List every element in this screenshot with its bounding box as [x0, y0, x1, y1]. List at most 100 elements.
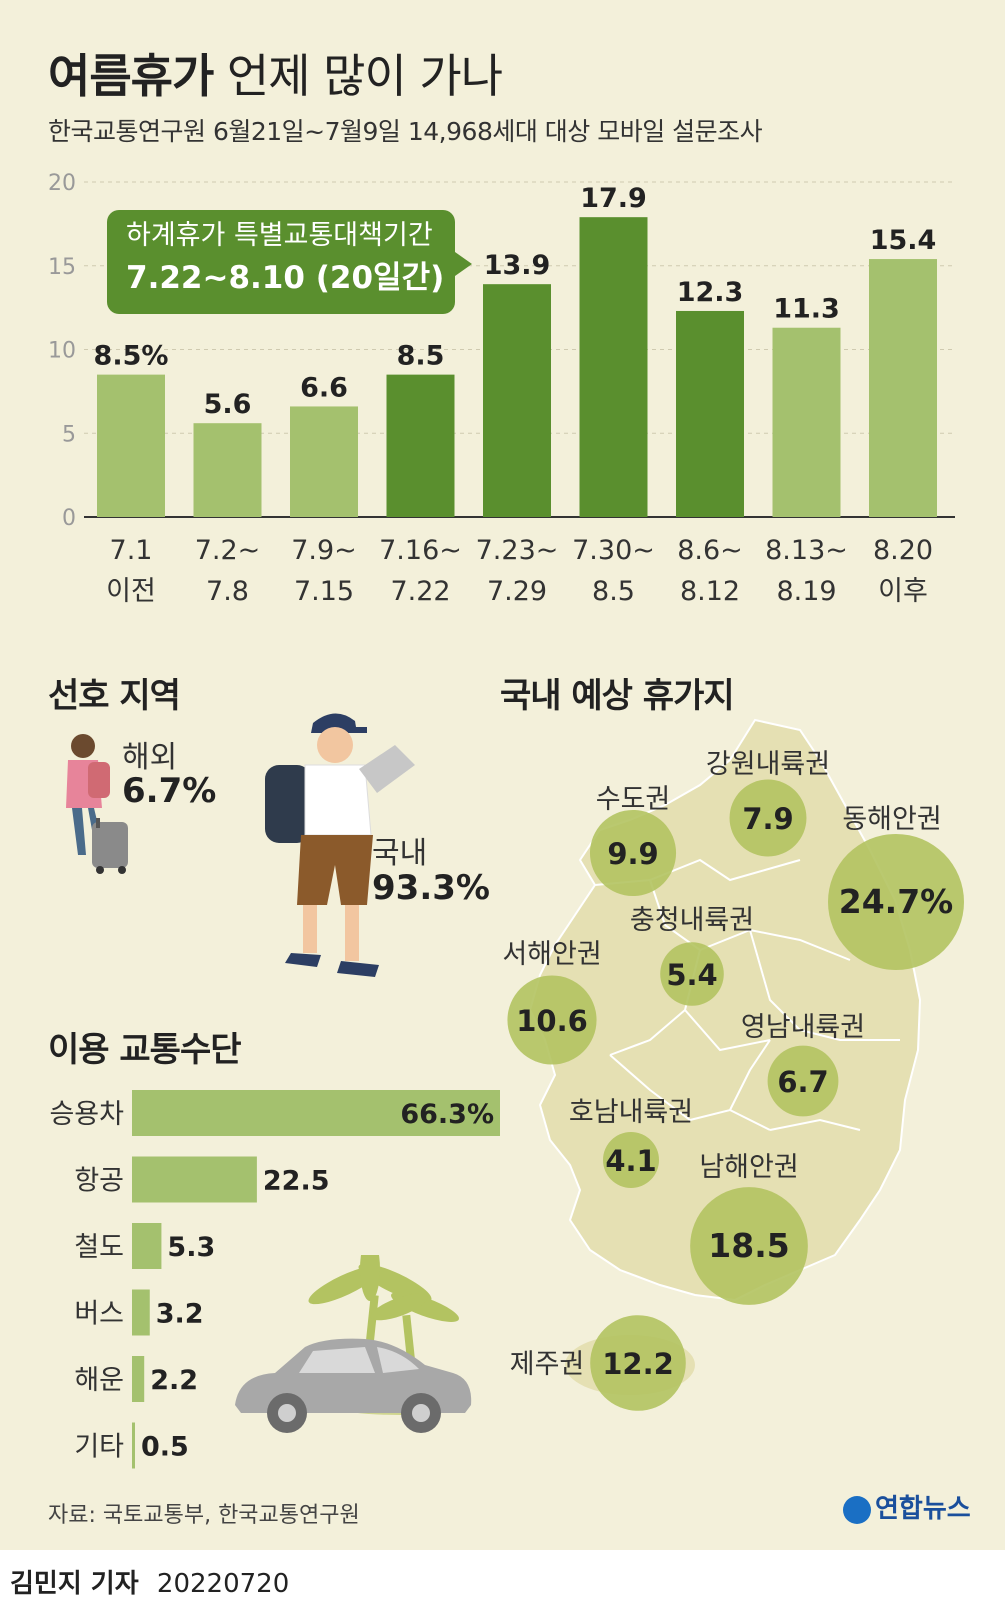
- title-bold: 여름휴가: [48, 49, 214, 103]
- region-value: 6.7: [777, 1065, 828, 1099]
- region-value: 24.7%: [839, 882, 954, 921]
- region-name: 영남내륙권: [741, 1012, 865, 1043]
- region-bubble: [729, 779, 807, 857]
- overseas-value: 6.7%: [122, 771, 217, 811]
- bar-value-label: 8.5%: [94, 341, 169, 372]
- region-bubble: [660, 942, 724, 1006]
- bar-value-label: 12.3: [677, 277, 744, 308]
- bar: [772, 327, 841, 517]
- weekly-vacation-bar-chart: 0 5 10 15 20 8.5% 5.6 6.6 8.5 13.9 17.9 12.3 11.3 15…: [48, 171, 955, 607]
- region-value: 10.6: [516, 1004, 588, 1038]
- overseas-label: 해외: [122, 740, 178, 775]
- bar: [676, 310, 744, 517]
- region-bubble: [767, 1045, 839, 1117]
- region-value: 18.5: [708, 1226, 789, 1265]
- transport-bar: [132, 1422, 135, 1469]
- region-bubble: [828, 834, 964, 970]
- source-note: 자료: 국토교통부, 한국교통연구원: [48, 1503, 360, 1528]
- bar: [290, 406, 358, 517]
- y-tick-label: 20: [48, 171, 76, 196]
- transport-value: 66.3%: [400, 1099, 494, 1130]
- bar: [483, 284, 551, 517]
- bar-value-label: 8.5: [397, 341, 445, 372]
- palm-car-illustration: [235, 1255, 472, 1433]
- transport-label: 해운: [74, 1365, 124, 1396]
- province-borders: [594, 858, 900, 1131]
- region-value: 5.4: [666, 958, 717, 992]
- korea-destination-map: 7.9 강원내륙권 9.9 수도권 24.7% 동해안권 5.4 충청내륙권 10.6 서해안권 6…: [502, 718, 964, 1411]
- region-name: 동해안권: [842, 804, 941, 835]
- callout-pointer: [455, 252, 472, 276]
- x-tick-label: 7.30~: [572, 535, 655, 566]
- callout-box: [107, 210, 455, 314]
- bar-value-label: 5.6: [204, 389, 252, 420]
- region-name: 호남내륙권: [569, 1097, 693, 1128]
- x-tick-label: 8.5: [592, 576, 635, 607]
- transport-value: 3.2: [156, 1299, 204, 1330]
- transport-bar: [132, 1289, 150, 1336]
- transport-bar-chart: 승용차 66.3% 항공 22.5 철도 5.3 버스 3.2 해운 2.2 기타 0.5: [49, 1090, 500, 1469]
- chart-x-labels: 7.1 이전 7.2~ 7.8 7.9~ 7.15 7.16~ 7.22 7.23~ 7.29 7.…: [106, 535, 933, 607]
- transport-label: 버스: [74, 1299, 124, 1330]
- bar: [97, 374, 165, 517]
- x-tick-label: 8.20: [873, 535, 933, 566]
- x-tick-label: 7.2~: [195, 535, 261, 566]
- bar: [869, 259, 937, 517]
- region-bubble: [589, 809, 677, 897]
- traveler-woman-illustration: [66, 734, 128, 874]
- region-bubble: [507, 975, 597, 1065]
- bar: [193, 423, 262, 517]
- preference-title: 선호 지역: [48, 676, 181, 716]
- bar-value-label: 11.3: [773, 294, 840, 325]
- region-name: 강원내륙권: [706, 749, 830, 780]
- region-name: 제주권: [510, 1349, 585, 1380]
- transport-value: 5.3: [167, 1232, 215, 1263]
- title-light: 언제 많이 가나: [226, 49, 503, 103]
- byline: 김민지 기자: [10, 1569, 139, 1599]
- x-tick-label: 7.9~: [291, 535, 357, 566]
- destination-title: 국내 예상 휴가지: [500, 676, 735, 716]
- x-tick-label: 7.16~: [379, 535, 462, 566]
- x-tick-label: 7.15: [294, 576, 354, 607]
- transport-label: 승용차: [49, 1099, 124, 1130]
- x-tick-label: 7.22: [390, 576, 450, 607]
- y-tick-label: 5: [62, 422, 76, 447]
- transport-value: 2.2: [150, 1365, 198, 1396]
- region-bubble: [590, 1315, 686, 1411]
- transport-bar: [132, 1356, 145, 1402]
- region-value: 12.2: [602, 1347, 674, 1381]
- transport-label: 기타: [74, 1432, 124, 1463]
- region-value: 9.9: [607, 837, 658, 871]
- bar-value-label: 15.4: [870, 225, 937, 256]
- bar-value-label: 6.6: [300, 372, 348, 403]
- callout-line1: 하계휴가 특별교통대책기간: [126, 220, 433, 251]
- chart-bars: [97, 217, 937, 518]
- publish-date: 20220720: [156, 1569, 290, 1599]
- x-tick-label: 이전: [106, 576, 156, 607]
- domestic-value: 93.3%: [372, 868, 490, 908]
- y-tick-label: 15: [48, 255, 76, 280]
- transport-label: 항공: [74, 1166, 124, 1197]
- region-bubble: [690, 1187, 808, 1305]
- logo-icon: [843, 1495, 871, 1524]
- x-tick-label: 이후: [878, 576, 928, 607]
- region-bubble: [603, 1132, 659, 1188]
- x-tick-label: 7.29: [487, 576, 547, 607]
- region-value: 4.1: [605, 1144, 656, 1178]
- footer: 김민지 기자 20220720: [10, 1563, 289, 1600]
- transport-label: 철도: [74, 1232, 124, 1263]
- x-tick-label: 8.13~: [765, 535, 848, 566]
- region-name: 서해안권: [502, 939, 601, 970]
- bar: [579, 217, 648, 518]
- chart-value-labels: 8.5% 5.6 6.6 8.5 13.9 17.9 12.3 11.3 15.4: [94, 183, 937, 420]
- x-tick-label: 8.12: [680, 576, 740, 607]
- transport-bar: [132, 1223, 162, 1269]
- x-tick-label: 7.8: [206, 576, 249, 607]
- bar-value-label: 13.9: [484, 250, 551, 281]
- subtitle: 한국교통연구원 6월21일~7월9일 14,968세대 대상 모바일 설문조사: [48, 117, 763, 146]
- bar-value-label: 17.9: [580, 183, 647, 214]
- special-period-callout: 하계휴가 특별교통대책기간 7.22~8.10 (20일간): [107, 210, 472, 314]
- logo-text: 연합뉴스: [875, 1494, 971, 1524]
- yonhap-logo: 연합뉴스: [843, 1488, 971, 1525]
